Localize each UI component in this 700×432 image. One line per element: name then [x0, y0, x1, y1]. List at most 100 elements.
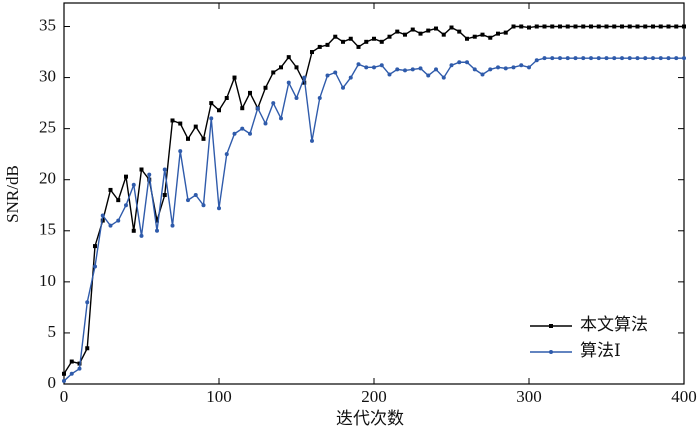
y-tick-label: 0	[48, 373, 57, 392]
data-point	[581, 56, 586, 61]
data-point	[232, 131, 237, 136]
data-point	[186, 198, 190, 203]
data-point	[534, 58, 539, 63]
data-point	[511, 24, 516, 29]
x-tick-label: 200	[361, 387, 387, 406]
data-point	[100, 213, 105, 218]
data-point	[403, 68, 407, 73]
y-tick-label: 10	[39, 271, 56, 290]
data-point	[395, 29, 400, 34]
data-point	[193, 124, 198, 129]
data-point	[224, 152, 229, 157]
data-point	[558, 24, 562, 29]
data-point	[620, 56, 624, 61]
data-point	[348, 36, 353, 41]
data-point	[519, 24, 524, 29]
data-point	[356, 62, 361, 67]
data-point	[62, 371, 66, 376]
data-point	[364, 65, 369, 70]
data-point	[356, 44, 361, 49]
data-point	[620, 24, 624, 29]
data-point	[395, 67, 400, 72]
data-point	[573, 56, 578, 61]
data-point	[527, 65, 531, 70]
data-point	[550, 56, 555, 61]
data-point	[488, 35, 493, 40]
data-point	[317, 44, 322, 49]
data-point	[496, 31, 500, 36]
data-point	[201, 203, 206, 208]
data-point	[589, 24, 593, 29]
data-point	[503, 66, 508, 71]
data-point	[441, 32, 446, 37]
data-point	[248, 131, 252, 136]
data-point	[612, 56, 617, 61]
y-tick-label: 35	[39, 15, 56, 34]
data-point	[387, 34, 392, 39]
data-point	[294, 65, 299, 70]
data-point	[558, 56, 562, 61]
data-point	[217, 108, 221, 113]
data-point	[379, 63, 384, 68]
data-point	[271, 70, 276, 75]
data-point	[465, 60, 469, 65]
data-point	[124, 174, 128, 179]
data-point	[372, 65, 376, 70]
data-point	[139, 233, 144, 238]
data-point	[604, 24, 609, 29]
data-point	[286, 55, 291, 60]
data-point	[581, 24, 586, 29]
data-point	[178, 149, 183, 154]
data-point	[155, 228, 159, 233]
y-tick-label: 25	[39, 118, 56, 137]
data-point	[666, 24, 671, 29]
data-point	[108, 187, 113, 192]
data-point	[302, 75, 307, 80]
data-point	[488, 67, 493, 72]
data-point	[62, 378, 66, 383]
x-tick-label: 400	[671, 387, 697, 406]
data-point	[372, 36, 376, 41]
data-point	[116, 198, 121, 203]
data-point	[589, 56, 593, 61]
data-point	[116, 218, 121, 223]
data-point	[325, 42, 330, 47]
data-point	[441, 75, 446, 80]
data-point	[155, 218, 159, 223]
y-tick-label: 30	[39, 66, 56, 85]
data-point	[410, 27, 415, 32]
data-point	[93, 264, 97, 269]
data-point	[472, 34, 477, 39]
data-point	[682, 56, 686, 61]
data-point	[341, 39, 345, 44]
data-point	[387, 72, 392, 77]
data-point	[674, 56, 679, 61]
data-point	[565, 24, 570, 29]
data-point	[310, 50, 314, 55]
x-tick-label: 300	[516, 387, 542, 406]
data-point	[333, 70, 338, 75]
data-point	[565, 56, 570, 61]
data-point	[100, 218, 105, 223]
data-point	[139, 167, 144, 172]
data-point	[666, 56, 671, 61]
data-point	[643, 24, 648, 29]
data-point	[410, 67, 415, 72]
x-axis-label: 迭代次数	[336, 409, 404, 428]
data-point	[77, 366, 82, 371]
data-point	[542, 24, 547, 29]
data-point	[627, 24, 632, 29]
y-tick-label: 20	[39, 169, 56, 188]
data-point	[317, 95, 322, 100]
data-point	[147, 172, 152, 177]
data-point	[418, 31, 423, 36]
data-point	[449, 25, 454, 30]
data-point	[449, 63, 454, 68]
data-point	[310, 138, 314, 143]
data-point	[186, 136, 190, 141]
data-point	[170, 118, 175, 123]
data-point	[108, 223, 113, 228]
data-point	[426, 28, 431, 33]
data-point	[224, 95, 229, 100]
